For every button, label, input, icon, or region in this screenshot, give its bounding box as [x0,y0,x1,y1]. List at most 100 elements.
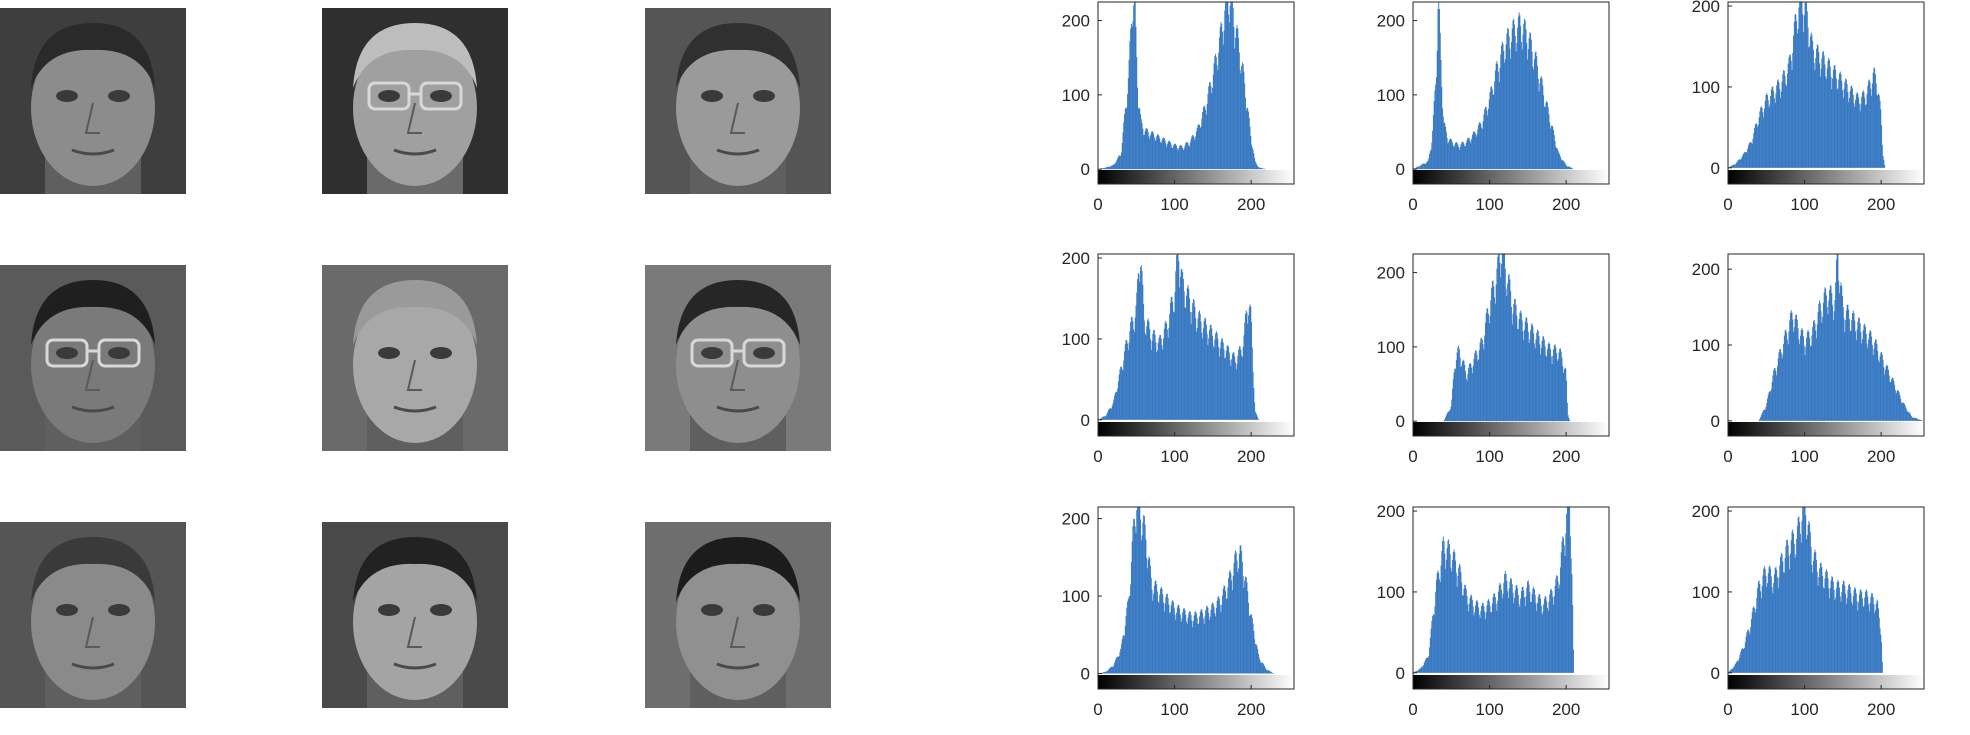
histogram-2-plot: 0 100 200 0 100 200 [1345,0,1615,230]
x-tick-label: 200 [1867,195,1895,214]
x-tick-label: 100 [1475,700,1503,719]
y-tick-label: 100 [1692,583,1720,602]
x-tick-label: 0 [1093,195,1102,214]
y-tick-label: 200 [1692,0,1720,16]
y-tick-label: 0 [1711,412,1720,431]
y-tick-label: 100 [1377,338,1405,357]
y-tick-label: 0 [1081,160,1090,179]
face-3 [645,8,831,194]
y-tick-label: 200 [1377,264,1405,283]
y-tick-label: 200 [1377,502,1405,521]
grayscale-colorbar [1728,170,1924,184]
y-tick-label: 100 [1062,86,1090,105]
histogram-bars [1413,2,1574,169]
y-tick-label: 200 [1377,12,1405,31]
y-tick-label: 200 [1062,12,1090,31]
histogram-bar [1569,420,1570,421]
y-tick-label: 0 [1081,411,1090,430]
histogram-1: 0 100 200 0 100 200 [1030,0,1300,230]
histogram-8-plot: 0 100 200 0 100 200 [1345,505,1615,735]
histogram-4: 0 100 200 0 100 200 [1030,252,1300,482]
histogram-4-plot: 0 100 200 0 100 200 [1030,252,1300,482]
x-tick-label: 100 [1160,447,1188,466]
histogram-grid: 0 100 200 0 100 200 0 100 200 0 100 200 0 100 200 0 100 2… [1030,0,1970,719]
y-tick-label: 100 [1692,78,1720,97]
x-tick-label: 100 [1790,447,1818,466]
grayscale-colorbar [1413,170,1609,184]
grayscale-colorbar [1413,675,1609,689]
histogram-bar [1573,650,1574,673]
y-tick-label: 0 [1081,665,1090,684]
face-5 [322,265,508,451]
histogram-bars [1099,2,1266,169]
x-tick-label: 100 [1790,700,1818,719]
histogram-bar [1258,419,1259,420]
x-tick-label: 100 [1160,195,1188,214]
face-2 [322,8,508,194]
y-tick-label: 200 [1062,510,1090,529]
x-tick-label: 200 [1237,700,1265,719]
histogram-bars [1728,507,1883,673]
x-tick-label: 200 [1552,195,1580,214]
y-tick-label: 0 [1396,664,1405,683]
x-tick-label: 100 [1475,195,1503,214]
x-tick-label: 0 [1723,700,1732,719]
x-tick-label: 0 [1408,195,1417,214]
x-tick-label: 100 [1475,447,1503,466]
x-tick-label: 200 [1552,447,1580,466]
histogram-bars [1759,254,1923,421]
face-9 [645,522,831,708]
face-8 [322,522,508,708]
histogram-bars [1099,507,1274,674]
histogram-7: 0 100 200 0 100 200 [1030,505,1300,735]
y-tick-label: 100 [1377,583,1405,602]
histogram-bar [1882,662,1883,673]
y-tick-label: 200 [1692,260,1720,279]
grayscale-colorbar [1413,422,1609,436]
grayscale-colorbar [1098,675,1294,689]
x-tick-label: 0 [1093,447,1102,466]
x-tick-label: 0 [1093,700,1102,719]
y-tick-label: 200 [1692,502,1720,521]
face-6 [645,265,831,451]
histogram-8: 0 100 200 0 100 200 [1345,505,1615,735]
x-tick-label: 200 [1237,447,1265,466]
histogram-7-plot: 0 100 200 0 100 200 [1030,505,1300,735]
y-tick-label: 200 [1062,249,1090,268]
x-tick-label: 200 [1867,447,1895,466]
x-tick-label: 200 [1552,700,1580,719]
x-tick-label: 200 [1867,700,1895,719]
x-tick-label: 0 [1408,447,1417,466]
x-tick-label: 0 [1723,195,1732,214]
face-7 [0,522,186,708]
face-1 [0,8,186,194]
histogram-2: 0 100 200 0 100 200 [1345,0,1615,230]
grayscale-colorbar [1728,422,1924,436]
grayscale-colorbar [1098,170,1294,184]
y-tick-label: 0 [1396,160,1405,179]
grayscale-colorbar [1098,422,1294,436]
y-tick-label: 100 [1692,336,1720,355]
x-tick-label: 0 [1408,700,1417,719]
histogram-bars [1728,2,1885,168]
histogram-9-plot: 0 100 200 0 100 200 [1660,505,1930,735]
x-tick-label: 100 [1160,700,1188,719]
histogram-9: 0 100 200 0 100 200 [1660,505,1930,735]
face-4 [0,265,186,451]
x-tick-label: 100 [1790,195,1818,214]
y-tick-label: 100 [1377,86,1405,105]
y-tick-label: 100 [1062,587,1090,606]
y-tick-label: 100 [1062,330,1090,349]
grayscale-colorbar [1728,675,1924,689]
histogram-bar [1884,165,1885,168]
y-tick-label: 0 [1711,664,1720,683]
face-image-grid [0,0,840,719]
x-tick-label: 200 [1237,195,1265,214]
histogram-bars [1444,254,1570,421]
